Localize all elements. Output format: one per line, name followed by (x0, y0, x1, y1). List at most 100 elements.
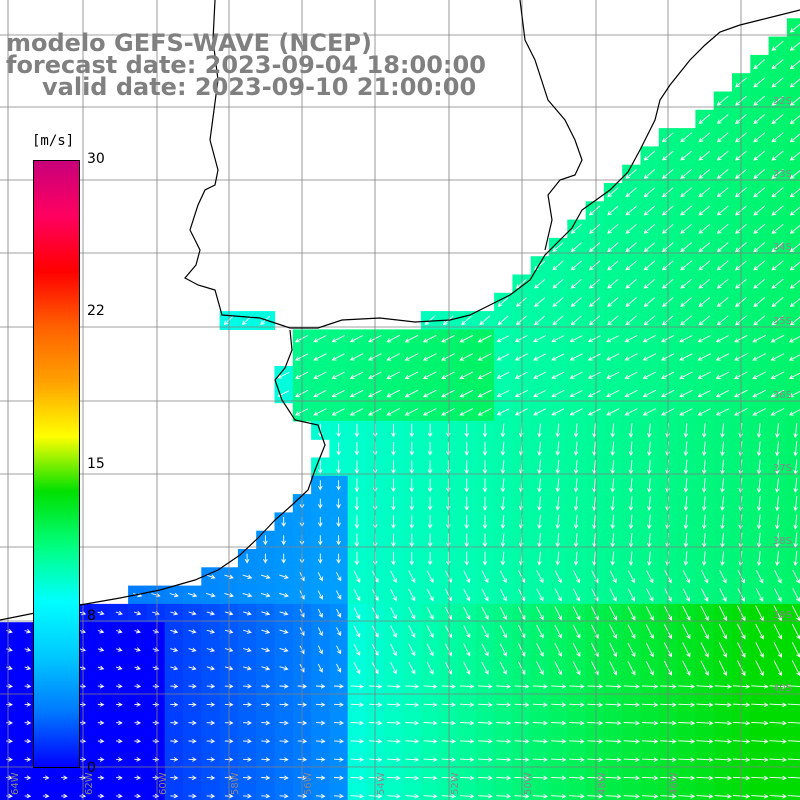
wind-arrow (115, 610, 124, 616)
wind-arrow (317, 535, 323, 546)
wind-arrow (243, 611, 252, 616)
wind-arrow (408, 643, 416, 657)
wind-arrow (353, 643, 361, 656)
wind-arrow (133, 610, 142, 616)
wind-arrow (482, 460, 488, 475)
wind-arrow (391, 478, 396, 493)
wind-arrow (243, 775, 252, 781)
wind-arrow (624, 371, 638, 379)
colorbar-tick-22: 22 (87, 303, 105, 319)
wind-arrow (609, 624, 618, 639)
wind-speed-cell (786, 420, 800, 440)
coastline-inland (519, 0, 583, 251)
wind-arrow (628, 441, 634, 457)
wind-arrow (701, 441, 707, 457)
wind-arrow (792, 569, 800, 584)
wind-arrow (409, 460, 415, 475)
wind-arrow (206, 592, 216, 598)
wind-arrow (751, 720, 769, 726)
wind-arrow (317, 608, 323, 618)
wind-arrow (606, 371, 620, 379)
wind-arrow (152, 683, 160, 689)
wind-arrow (587, 408, 602, 416)
wind-arrow (771, 242, 784, 253)
wind-arrow (646, 478, 652, 493)
wind-arrow (682, 642, 691, 658)
wind-arrow (422, 408, 437, 416)
wind-arrow (404, 408, 419, 416)
wind-arrow (514, 389, 528, 398)
wind-arrow (552, 242, 564, 253)
wind-arrow (170, 665, 179, 671)
wind-arrow (481, 606, 489, 620)
wind-arrow (606, 408, 620, 416)
wind-arrow (551, 408, 565, 416)
wind-arrow (478, 757, 493, 762)
wind-arrow (97, 610, 105, 616)
wind-arrow (683, 441, 689, 457)
colorbar-tick-15: 15 (87, 456, 105, 472)
wind-arrow (770, 371, 785, 379)
wind-arrow (496, 739, 512, 744)
wind-arrow (6, 683, 13, 689)
wind-arrow (698, 169, 711, 179)
wind-arrow (696, 794, 714, 799)
wind-arrow (478, 793, 493, 799)
wind-arrow (787, 795, 800, 797)
wind-arrow (459, 684, 475, 689)
wind-arrow (463, 588, 471, 602)
wind-arrow (769, 739, 787, 744)
wind-arrow (496, 720, 512, 726)
wind-arrow (446, 478, 451, 493)
colorbar (33, 160, 80, 768)
wind-arrow (751, 684, 769, 689)
wind-arrow (751, 702, 769, 708)
wind-arrow (555, 533, 561, 548)
wind-arrow (769, 684, 787, 689)
wind-arrow (315, 775, 326, 781)
wind-arrow (188, 757, 197, 762)
wind-arrow (592, 459, 597, 475)
wind-arrow (720, 441, 725, 457)
wind-arrow (752, 371, 767, 379)
wind-arrow (152, 738, 160, 744)
wind-arrow (753, 260, 766, 271)
wind-arrow (592, 423, 597, 438)
wind-arrow (260, 592, 271, 598)
wind-arrow (408, 661, 416, 675)
wind-arrow (206, 665, 215, 671)
wind-arrow (569, 775, 585, 781)
wind-arrow (6, 793, 13, 799)
wind-arrow (482, 441, 488, 456)
wind-arrow (349, 389, 364, 398)
wind-arrow (550, 793, 567, 799)
wind-arrow (570, 297, 582, 308)
wind-arrow (569, 739, 585, 744)
wind-arrow (551, 335, 565, 343)
wind-arrow (552, 278, 564, 289)
wind-arrow (315, 684, 326, 689)
wind-arrow (263, 535, 268, 546)
wind-arrow (261, 647, 271, 653)
wind-arrow (679, 408, 693, 416)
wind-arrow (534, 297, 546, 307)
wind-arrow (607, 223, 619, 234)
wind-arrow (532, 775, 548, 781)
wind-arrow (698, 315, 711, 326)
wind-arrow (753, 187, 766, 198)
wind-arrow (334, 757, 344, 762)
wind-arrow (573, 514, 579, 530)
wind-arrow (645, 660, 654, 676)
wind-arrow (588, 315, 601, 326)
wind-arrow (643, 223, 656, 234)
wind-arrow (701, 551, 707, 567)
wind-arrow (391, 460, 396, 474)
wind-arrow (625, 169, 637, 179)
longitude-label: 48W (597, 772, 608, 795)
wind-arrow (770, 334, 785, 343)
wind-arrow (353, 588, 361, 602)
wind-arrow (588, 242, 601, 253)
wind-arrow (643, 169, 656, 179)
wind-arrow (551, 353, 565, 361)
wind-arrow (387, 793, 401, 799)
